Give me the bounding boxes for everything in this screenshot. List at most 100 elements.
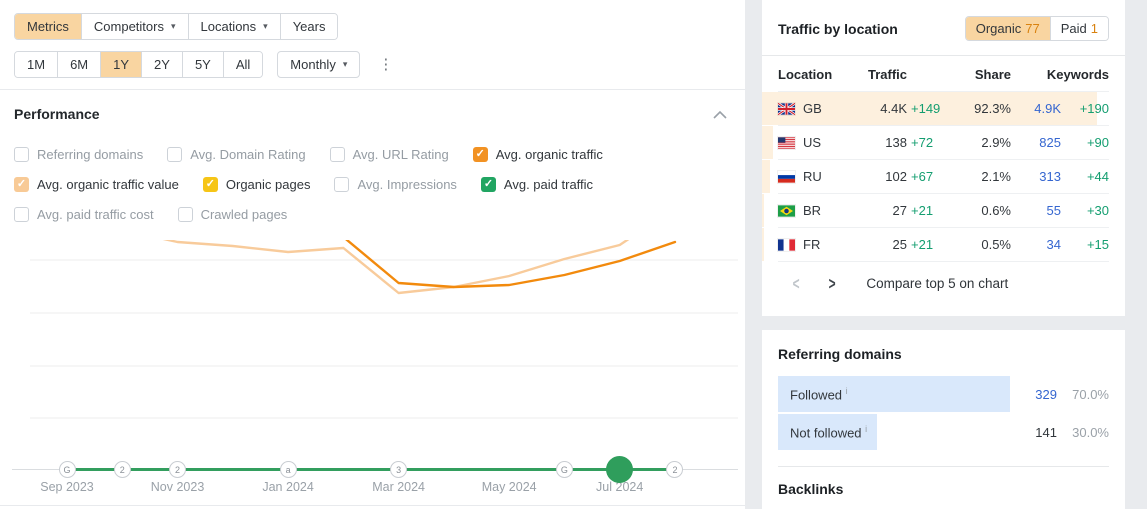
performance-chart: [0, 199, 745, 440]
share-bar: [762, 126, 773, 159]
collapse-section-button[interactable]: [713, 110, 727, 119]
location-cell: FR: [778, 237, 853, 252]
referring-count[interactable]: 329: [1035, 386, 1057, 402]
location-cell: US: [778, 135, 853, 150]
share-value: 2.1%: [981, 169, 1011, 184]
metric-checkbox-avg-paid-traffic[interactable]: ✓ Avg. paid traffic: [480, 176, 593, 193]
timeline-event-marker-2[interactable]: 2: [169, 461, 187, 478]
range-tab-5y[interactable]: 5Y: [181, 52, 223, 77]
timeline-current-handle[interactable]: [606, 456, 634, 483]
range-tab-1y[interactable]: 1Y: [100, 52, 142, 77]
check-icon: ✓: [16, 178, 27, 190]
traffic-delta: +21: [911, 237, 934, 252]
view-tab-label: Competitors: [93, 19, 164, 34]
keywords-link[interactable]: 4.9K: [1034, 101, 1061, 116]
timeline-event-marker-a[interactable]: a: [279, 461, 297, 478]
range-tab-label: 1M: [27, 57, 46, 72]
country-code: FR: [803, 237, 821, 252]
range-tab-1m[interactable]: 1M: [15, 52, 58, 77]
timeline-month-label: Mar 2024: [372, 480, 426, 494]
checkbox-checked-icon: ✓: [480, 177, 496, 192]
referring-domains-title: Referring domains: [778, 346, 902, 362]
flag-fr-icon: [778, 238, 795, 251]
country-code: RU: [803, 169, 822, 184]
range-tab-2y[interactable]: 2Y: [141, 52, 182, 77]
view-tabs-group: Metrics Competitors ▾ Locations ▾ Years: [14, 13, 339, 40]
range-tab-6m[interactable]: 6M: [57, 52, 101, 77]
metric-checkbox-avg-organic-traffic[interactable]: ✓ Avg. organic traffic: [472, 146, 603, 163]
timeline-event-marker-g[interactable]: G: [555, 461, 573, 478]
referring-row-label: Not followed i: [790, 423, 868, 441]
tab-organic[interactable]: Organic 77: [965, 17, 1050, 40]
tab-paid[interactable]: Paid 1: [1049, 17, 1108, 40]
location-row-gb: GB 4.4K +149 92.3% 4.9K +190: [762, 92, 1109, 126]
location-cell: GB: [778, 101, 853, 116]
share-value: 92.3%: [974, 101, 1011, 116]
flag-br-icon: [778, 204, 795, 217]
range-tab-all[interactable]: All: [222, 52, 263, 77]
range-tab-label: All: [235, 57, 251, 72]
keywords-delta: +15: [1086, 237, 1109, 252]
info-icon: i: [865, 423, 868, 434]
referring-domains-rows: Followed i 329 70.0% Not followed i 141 30.0%: [778, 376, 1109, 450]
location-row-fr: FR 25 +21 0.5% 34 +15: [762, 228, 1109, 262]
section-divider: [0, 505, 745, 506]
keywords-link[interactable]: 55: [1046, 203, 1061, 218]
view-tab-locations[interactable]: Locations ▾: [187, 14, 280, 39]
metric-checkbox-avg-impressions[interactable]: Avg. Impressions: [334, 176, 457, 193]
timeline-slider[interactable]: Sep 2023 Nov 2023 Jan 2024 Mar 2024 May 2024…: [0, 440, 745, 504]
metric-checkbox-avg-paid-traffic-cost[interactable]: Avg. paid traffic cost: [14, 206, 154, 223]
timeline-event-marker-2[interactable]: 2: [113, 461, 131, 478]
metric-label: Avg. Impressions: [357, 177, 457, 192]
view-tab-competitors[interactable]: Competitors ▾: [80, 14, 188, 39]
compare-top5-link[interactable]: Compare top 5 on chart: [866, 275, 1009, 291]
range-tab-label: 2Y: [154, 57, 170, 72]
flag-us-icon: [778, 136, 795, 149]
next-page-icon[interactable]: >: [828, 273, 836, 293]
metric-checkbox-crawled-pages[interactable]: Crawled pages: [177, 206, 287, 223]
col-location: Location: [778, 67, 833, 82]
toolbar: Metrics Competitors ▾ Locations ▾ Years 1M 6M 1…: [0, 0, 745, 90]
metric-checkbox-organic-pages[interactable]: ✓ Organic pages: [202, 176, 311, 193]
caret-down-icon: ▾: [263, 21, 268, 31]
keywords-link[interactable]: 825: [1039, 135, 1061, 150]
granularity-dropdown[interactable]: Monthly ▾: [277, 51, 361, 78]
metric-checkbox-avg-domain-rating[interactable]: Avg. Domain Rating: [167, 146, 306, 163]
timeline-event-marker-g[interactable]: G: [58, 461, 76, 478]
view-tab-metrics[interactable]: Metrics: [15, 14, 81, 39]
timeline-event-marker-3[interactable]: 3: [390, 461, 408, 478]
granularity-label: Monthly: [290, 57, 336, 72]
metric-checkbox-avg-url-rating[interactable]: Avg. URL Rating: [329, 146, 449, 163]
timeline-event-marker-2[interactable]: 2: [666, 461, 684, 478]
referring-percent: 70.0%: [1072, 386, 1109, 402]
chevron-up-icon: [713, 110, 727, 119]
metric-label: Avg. URL Rating: [352, 147, 449, 162]
metric-label: Organic pages: [225, 177, 311, 192]
backlinks-title: Backlinks: [778, 481, 844, 497]
timeline-active-range: [67, 468, 675, 471]
prev-page-icon[interactable]: <: [792, 273, 800, 293]
col-share: Share: [974, 67, 1011, 82]
country-code: US: [803, 135, 822, 150]
performance-panel: Metrics Competitors ▾ Locations ▾ Years 1M 6M 1…: [0, 0, 745, 509]
traffic-value: 138: [885, 135, 907, 150]
share-bar: [762, 92, 1097, 125]
checkbox-icon: [334, 177, 350, 192]
referring-row-values: 141 30.0%: [1035, 425, 1109, 440]
keywords-link[interactable]: 313: [1039, 169, 1061, 184]
share-value: 0.6%: [981, 203, 1011, 218]
referring-row-not-followed: Not followed i 141 30.0%: [778, 414, 1109, 450]
share-value: 2.9%: [981, 135, 1011, 150]
referring-row-label: Followed i: [790, 385, 848, 403]
kebab-menu-icon[interactable]: ⋮: [378, 56, 394, 73]
share-bar: [762, 194, 764, 227]
view-tab-label: Metrics: [27, 19, 69, 34]
tab-count: 1: [1090, 21, 1098, 36]
col-keywords: Keywords: [1046, 67, 1109, 82]
keywords-delta: +190: [1079, 101, 1109, 116]
metric-checkbox-referring-domains[interactable]: Referring domains: [14, 146, 143, 163]
keywords-link[interactable]: 34: [1046, 237, 1061, 252]
checkbox-checked-icon: ✓: [472, 147, 488, 162]
metric-checkbox-avg-organic-traffic-value[interactable]: ✓ Avg. organic traffic value: [14, 176, 179, 193]
view-tab-years[interactable]: Years: [279, 14, 338, 39]
